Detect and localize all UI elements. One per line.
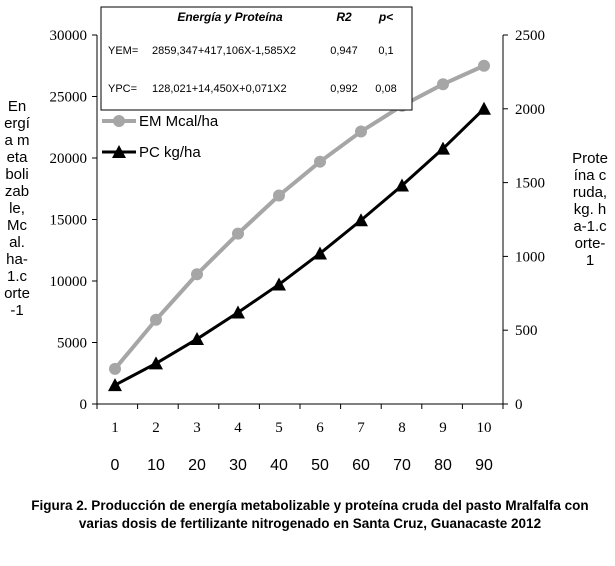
dose-label: 10 (147, 457, 165, 474)
x-tick-label: 3 (193, 420, 201, 436)
series-line-em (113, 63, 485, 371)
data-point-pc (149, 356, 163, 370)
data-point-pc (231, 305, 245, 319)
x-tick-label: 2 (152, 420, 160, 436)
x-tick-label: 1 (111, 420, 119, 436)
dose-label: 0 (111, 457, 120, 474)
equation-box-frame (100, 6, 413, 111)
dose-label: 40 (270, 457, 288, 474)
legend: EM Mcal/ha PC kg/ha (102, 113, 219, 161)
data-point-pc (272, 277, 286, 291)
dose-label: 80 (434, 457, 452, 474)
x-tick-label: 8 (398, 420, 406, 436)
data-point-pc (395, 178, 409, 192)
y-right-tick-label: 1000 (515, 249, 545, 265)
equation-p-value: 0,08 (375, 83, 396, 95)
equation-box: Energía y Proteína R2 p< YEM= 2859,347+417,1… (100, 6, 413, 111)
x-tick-label: 7 (357, 420, 365, 436)
dose-label: 90 (475, 457, 493, 474)
legend-marker-pc (112, 145, 126, 158)
y-left-tick-label: 5000 (57, 336, 87, 352)
y-right-tick-label: 1500 (515, 176, 545, 192)
data-point-pc (477, 101, 491, 115)
x-tick-label: 10 (477, 420, 492, 436)
x-tick-label: 5 (275, 420, 283, 436)
chart: 0500010000150002000025000300000500100015… (50, 6, 546, 474)
data-point-em (478, 59, 490, 72)
data-point-pc (354, 213, 368, 227)
y-axis-right-label: Proteína cruda, kg. ha-1.corte-1 (572, 150, 608, 269)
y-axis-left-label: Energía metabolizable, Mcal. ha-1.corte-… (4, 98, 30, 319)
tick-labels: 0500010000150002000025000300000500100015… (50, 28, 546, 474)
equation-y-label: YEM= (108, 45, 138, 57)
legend-label-em: EM Mcal/ha (139, 113, 219, 130)
data-point-em (273, 189, 285, 202)
y-right-tick-label: 500 (515, 323, 538, 339)
dose-label: 70 (393, 457, 411, 474)
equation-header-r2: R2 (336, 10, 352, 24)
x-tick-label: 9 (439, 420, 447, 436)
x-tick-label: 4 (234, 420, 242, 436)
legend-marker-em (113, 115, 125, 127)
series-line-pc (114, 107, 486, 387)
y-right-tick-label: 0 (515, 397, 523, 413)
x-tick-label: 6 (316, 420, 324, 436)
equation-formula: 128,021+14,450X+0,071X2 (152, 83, 287, 95)
dose-label: 30 (229, 457, 247, 474)
y-left-tick-label: 0 (80, 397, 88, 413)
equation-formula: 2859,347+417,106X-1,585X2 (152, 45, 296, 57)
dose-label: 20 (188, 457, 206, 474)
data-point-pc (313, 246, 327, 260)
y-left-tick-label: 10000 (50, 274, 88, 290)
data-point-pc (436, 141, 450, 155)
data-point-pc (108, 378, 122, 392)
equation-p-value: 0,1 (378, 45, 393, 57)
y-right-tick-label: 2500 (515, 28, 545, 44)
y-left-tick-label: 30000 (50, 28, 88, 44)
figure-caption: Figura 2. Producción de energía metaboli… (31, 498, 589, 531)
data-point-em (191, 268, 203, 281)
dose-label: 50 (311, 457, 329, 474)
equation-header-title: Energía y Proteína (177, 10, 283, 24)
data-point-em (355, 125, 367, 138)
equation-y-label: YPC= (108, 83, 137, 95)
equation-r2-value: 0,992 (330, 83, 358, 95)
series-layer (108, 59, 491, 392)
legend-label-pc: PC kg/ha (139, 144, 201, 161)
equation-r2-value: 0,947 (330, 45, 358, 57)
data-point-em (437, 78, 449, 91)
dose-label: 60 (352, 457, 370, 474)
axes (92, 34, 508, 409)
y-left-tick-label: 15000 (50, 213, 88, 229)
y-left-tick-label: 25000 (50, 90, 88, 106)
data-point-em (232, 227, 244, 240)
data-point-em (150, 313, 162, 326)
y-right-tick-label: 2000 (515, 102, 545, 118)
data-point-pc (190, 332, 204, 346)
data-point-em (109, 362, 121, 375)
data-point-em (314, 155, 326, 168)
equation-header-p: p< (378, 10, 393, 24)
y-left-tick-label: 20000 (50, 151, 88, 167)
